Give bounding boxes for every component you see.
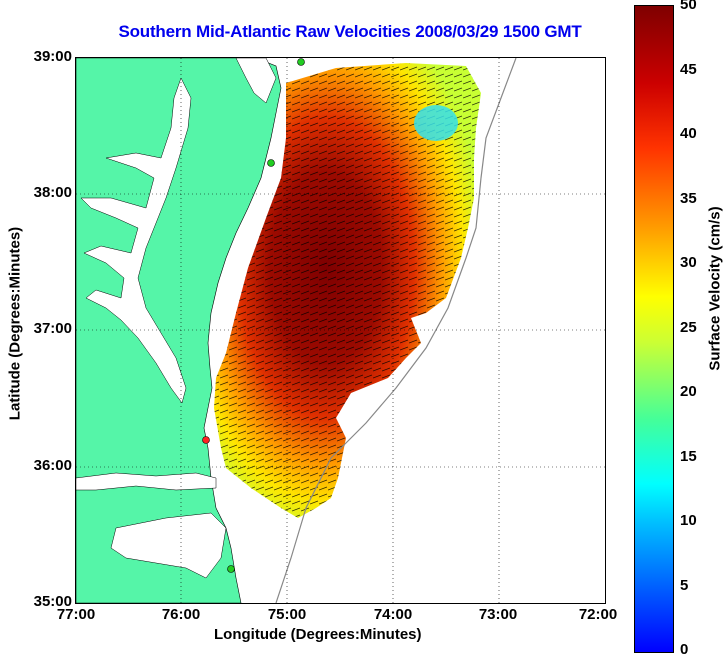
x-tick-76: 76:00	[161, 606, 201, 623]
y-tick-37: 37:00	[33, 320, 72, 337]
albemarle-sound	[76, 472, 217, 491]
chart-title: Southern Mid-Atlantic Raw Velocities 200…	[118, 22, 582, 41]
colorbar-tick: 50	[680, 0, 697, 13]
colorbar	[634, 5, 674, 653]
colorbar-tick: 10	[680, 512, 697, 529]
velocity-arrows	[214, 63, 481, 518]
colorbar-tick: 45	[680, 61, 697, 78]
station-marker	[267, 159, 275, 167]
colorbar-tick: 25	[680, 319, 697, 336]
colorbar-tick: 5	[680, 577, 689, 594]
land-mass	[76, 58, 282, 603]
y-tick-39: 39:00	[33, 48, 72, 65]
x-tick-77: 77:00	[56, 606, 96, 623]
y-tick-38: 38:00	[33, 184, 72, 201]
station-marker	[227, 565, 235, 573]
station-marker	[202, 436, 210, 444]
map-panel	[75, 57, 606, 604]
colorbar-tick: 20	[680, 383, 697, 400]
chesapeake-bay	[80, 77, 192, 404]
low-velocity-patch	[414, 105, 458, 141]
x-tick-75: 75:00	[267, 606, 307, 623]
pamlico-sound	[110, 512, 227, 579]
y-axis-label: Latitude (Degrees:Minutes)	[6, 226, 24, 421]
colorbar-tick: 40	[680, 125, 697, 142]
colorbar-tick: 35	[680, 190, 697, 207]
x-tick-73: 73:00	[478, 606, 518, 623]
delaware-bay	[235, 58, 277, 104]
map-svg	[76, 58, 605, 603]
y-tick-36: 36:00	[33, 457, 72, 474]
colorbar-tick: 30	[680, 254, 697, 271]
isobath	[275, 58, 517, 603]
colorbar-tick: 15	[680, 448, 697, 465]
x-axis-label: Longitude (Degrees:Minutes)	[214, 626, 422, 643]
colorbar-label: Surface Velocity (cm/s)	[706, 206, 724, 371]
colorbar-tick: 0	[680, 641, 689, 658]
y-tick-35: 35:00	[33, 593, 72, 610]
x-tick-72: 72:00	[578, 606, 618, 623]
grid-lines	[76, 58, 605, 603]
x-tick-74: 74:00	[373, 606, 413, 623]
station-marker	[297, 58, 305, 66]
